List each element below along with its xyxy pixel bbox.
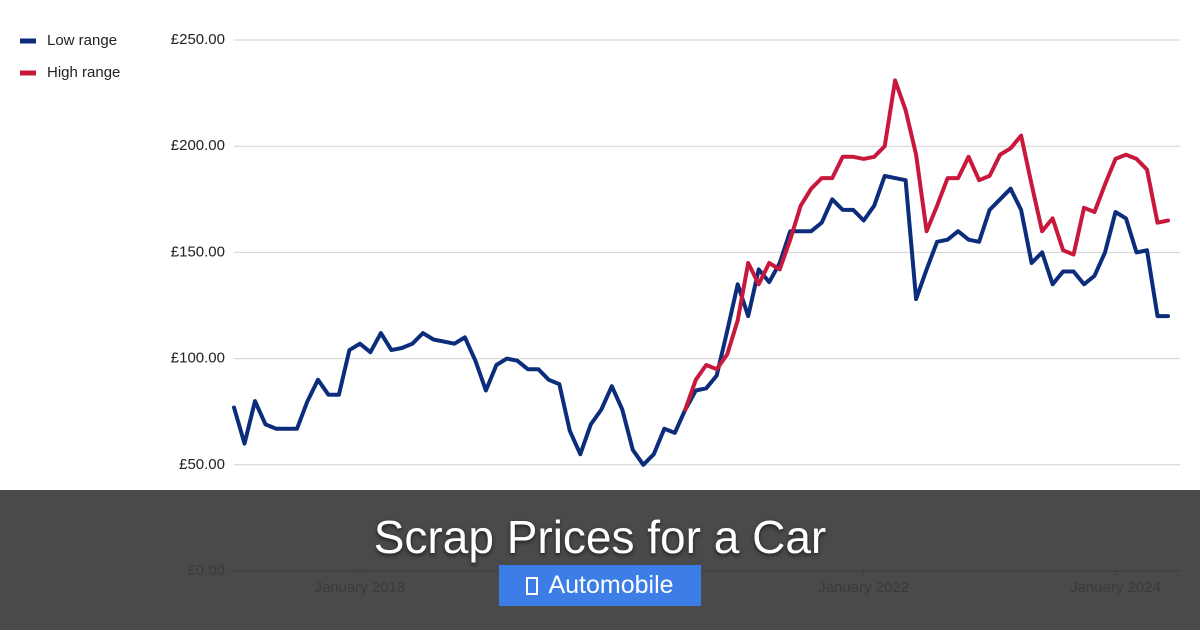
series-line xyxy=(683,78,1170,412)
y-tick-label: £50.00 xyxy=(179,456,225,473)
y-tick-label: £250.00 xyxy=(171,31,225,48)
overlay-band xyxy=(0,490,1200,630)
tag-icon xyxy=(526,576,539,595)
tag-label: Automobile xyxy=(548,571,674,599)
y-tick-label: £150.00 xyxy=(171,243,225,260)
y-tick-label: £200.00 xyxy=(171,137,225,154)
legend-label: Low range xyxy=(47,32,117,49)
series-line xyxy=(232,173,1170,467)
category-tag[interactable]: Automobile xyxy=(499,565,701,606)
overlay-title: Scrap Prices for a Car xyxy=(373,511,827,563)
legend-label: High range xyxy=(47,64,120,81)
y-tick-label: £100.00 xyxy=(171,350,225,367)
